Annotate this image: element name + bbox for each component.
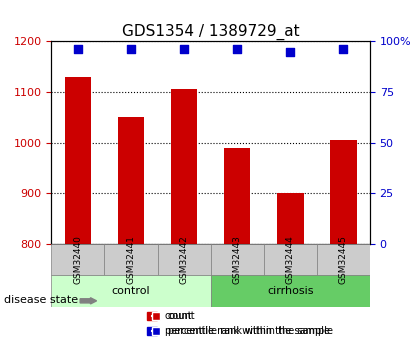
FancyBboxPatch shape [264,244,317,275]
FancyBboxPatch shape [210,275,370,307]
Point [287,49,293,54]
Text: GSM32440: GSM32440 [74,235,83,284]
Point [181,47,187,52]
Text: GSM32441: GSM32441 [127,235,136,284]
FancyBboxPatch shape [210,244,264,275]
Bar [171,89,197,244]
FancyBboxPatch shape [157,244,210,275]
Bar [118,117,144,244]
Text: GSM32444: GSM32444 [286,235,295,284]
Legend: count, percentile rank within the sample: count, percentile rank within the sample [148,307,337,340]
FancyBboxPatch shape [51,275,210,307]
FancyBboxPatch shape [51,244,104,275]
Point [234,47,240,52]
Text: GSM32443: GSM32443 [233,235,242,284]
Point [128,47,134,52]
Bar [224,148,250,244]
Title: GDS1354 / 1389729_at: GDS1354 / 1389729_at [122,24,300,40]
Point [340,47,346,52]
FancyBboxPatch shape [317,244,370,275]
Text: cirrhosis: cirrhosis [267,286,314,296]
FancyBboxPatch shape [104,244,157,275]
Bar [330,140,357,244]
Point [75,47,81,52]
Bar [277,193,304,244]
Legend: count, percentile rank within the sample: count, percentile rank within the sample [143,307,333,340]
Text: GSM32445: GSM32445 [339,235,348,284]
Text: GSM32442: GSM32442 [180,235,189,284]
Text: disease state: disease state [4,295,82,305]
Bar [65,77,91,244]
Text: control: control [112,286,150,296]
